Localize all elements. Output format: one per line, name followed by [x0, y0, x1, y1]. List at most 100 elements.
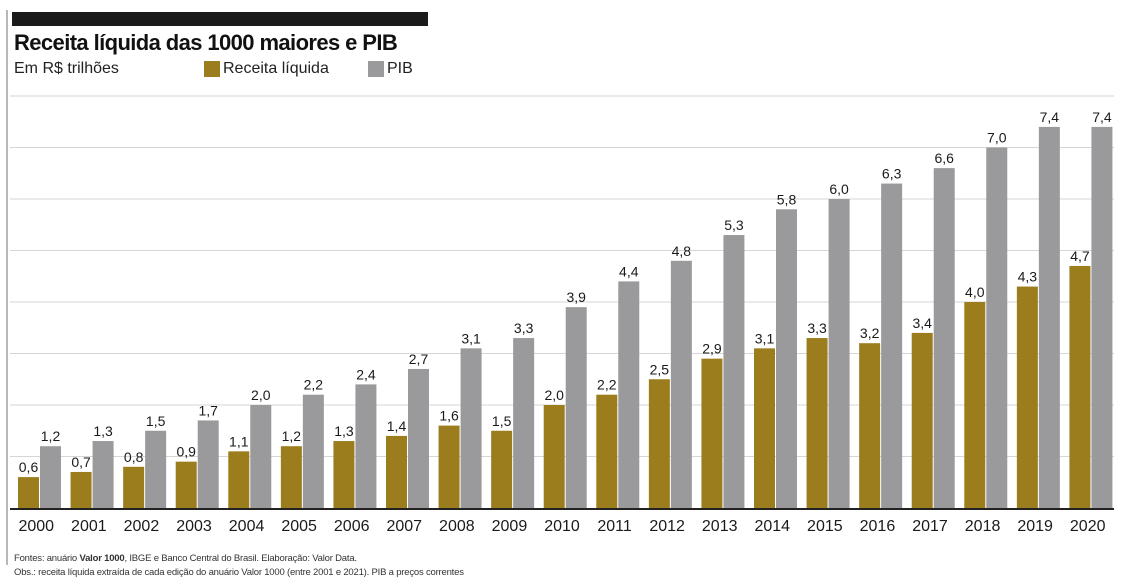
frame-line	[6, 10, 8, 565]
bar-pib	[145, 430, 167, 508]
legend-item-pib: PIB	[368, 60, 413, 78]
bar-receita	[280, 446, 302, 508]
data-label-receita: 0,7	[71, 454, 91, 470]
data-label-pib: 6,0	[829, 181, 849, 197]
x-tick-label: 2004	[229, 518, 265, 535]
data-label-pib: 2,0	[251, 387, 271, 403]
legend-label-pib: PIB	[387, 60, 413, 77]
bar-receita	[911, 332, 933, 508]
data-label-pib: 1,2	[41, 428, 61, 444]
chart-title: Receita líquida das 1000 maiores e PIB	[14, 30, 398, 55]
data-label-receita: 2,9	[702, 341, 722, 357]
legend-item-receita: Receita líquida	[204, 60, 329, 78]
x-tick-label: 2018	[965, 518, 1001, 535]
data-label-pib: 7,4	[1092, 109, 1112, 125]
source-bold: Valor 1000	[79, 553, 125, 564]
observation-note: Obs.: receita líquida extraída de cada e…	[14, 567, 464, 578]
bar-receita	[333, 441, 355, 508]
bar-receita	[438, 425, 460, 508]
bar-pib	[408, 368, 429, 508]
bar-pib	[355, 384, 377, 508]
legend-swatch-pib	[368, 61, 384, 77]
bar-receita	[806, 338, 828, 508]
data-label-pib: 5,8	[777, 191, 797, 207]
data-label-pib: 4,8	[672, 243, 692, 259]
data-label-pib: 3,1	[461, 330, 481, 346]
bar-pib	[92, 441, 114, 508]
data-label-pib: 3,3	[514, 320, 534, 336]
x-tick-label: 2002	[124, 518, 160, 535]
bar-receita	[70, 471, 92, 508]
data-label-pib: 7,4	[1040, 109, 1060, 125]
data-label-pib: 2,4	[356, 366, 376, 382]
x-tick-label: 2013	[702, 518, 738, 535]
source-prefix: Fontes: anuário	[14, 553, 80, 564]
bar-receita	[18, 477, 39, 508]
data-label-pib: 1,7	[198, 402, 218, 418]
data-label-receita: 2,5	[650, 361, 670, 377]
bar-receita	[701, 358, 723, 508]
data-label-pib: 6,6	[934, 150, 954, 166]
x-tick-label: 2017	[912, 518, 948, 535]
data-label-pib: 1,3	[93, 423, 113, 439]
subtitle-row: Em R$ trilhões Receita líquida PIB	[14, 60, 474, 82]
x-tick-label: 2001	[71, 518, 107, 535]
bar-pib	[460, 348, 482, 508]
bar-pib	[565, 307, 587, 508]
data-label-pib: 2,7	[409, 351, 429, 367]
data-label-receita: 3,4	[912, 315, 932, 331]
bar-pib	[670, 260, 692, 508]
x-tick-label: 2011	[597, 518, 632, 535]
data-label-pib: 5,3	[724, 217, 744, 233]
bar-pib	[933, 168, 955, 508]
x-tick-label: 2014	[754, 518, 790, 535]
data-label-pib: 4,4	[619, 263, 639, 279]
source-note: Fontes: anuário Valor 1000, IBGE e Banco…	[14, 553, 357, 564]
data-label-pib: 1,5	[146, 413, 166, 429]
data-label-receita: 1,4	[387, 418, 407, 434]
data-label-receita: 1,6	[439, 408, 459, 424]
data-label-receita: 1,1	[229, 433, 249, 449]
bar-pib	[1091, 126, 1113, 509]
bar-pib	[881, 183, 903, 509]
data-label-receita: 3,1	[755, 330, 775, 346]
bar-pib	[986, 147, 1008, 508]
data-label-pib: 2,2	[304, 377, 324, 393]
data-label-receita: 1,3	[334, 423, 354, 439]
x-tick-label: 2016	[860, 518, 896, 535]
x-tick-label: 2007	[386, 518, 422, 535]
bar-receita	[648, 379, 670, 508]
data-label-receita: 4,3	[1018, 269, 1038, 285]
bar-receita	[1069, 265, 1091, 508]
legend-label-receita: Receita líquida	[223, 60, 329, 77]
bar-receita	[859, 343, 881, 508]
data-label-receita: 0,8	[124, 449, 144, 465]
bar-receita	[175, 461, 197, 508]
bar-receita	[596, 394, 618, 508]
source-suffix: , IBGE e Banco Central do Brasil. Elabor…	[124, 553, 357, 564]
bar-pib	[513, 338, 535, 508]
bar-pib	[302, 394, 324, 508]
bar-receita	[123, 466, 145, 508]
bar-receita	[1016, 286, 1038, 508]
bar-pib	[1038, 126, 1060, 509]
x-tick-label: 2000	[18, 518, 54, 535]
data-label-pib: 6,3	[882, 166, 902, 182]
x-tick-label: 2010	[544, 518, 580, 535]
data-label-pib: 7,0	[987, 130, 1007, 146]
data-label-receita: 0,9	[176, 444, 196, 460]
data-label-receita: 4,7	[1070, 248, 1090, 264]
x-tick-label: 2012	[649, 518, 685, 535]
data-label-receita: 0,6	[19, 459, 39, 475]
data-label-receita: 3,2	[860, 325, 880, 341]
data-label-receita: 4,0	[965, 284, 985, 300]
x-tick-label: 2003	[176, 518, 212, 535]
bar-receita	[543, 405, 565, 508]
x-tick-label: 2008	[439, 518, 475, 535]
x-tick-label: 2015	[807, 518, 843, 535]
bar-pib	[723, 235, 745, 509]
data-label-receita: 1,5	[492, 413, 512, 429]
bar-receita	[491, 430, 513, 508]
data-label-receita: 2,2	[597, 377, 617, 393]
